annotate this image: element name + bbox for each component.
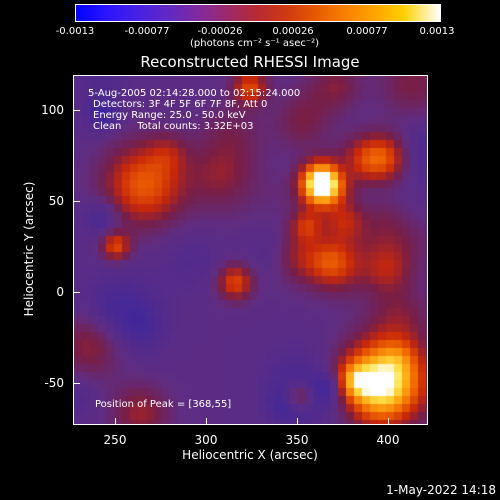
y-tickmark xyxy=(74,292,80,293)
y-tick-label: -50 xyxy=(44,376,64,390)
heatmap-image xyxy=(74,76,427,424)
x-tickmark xyxy=(115,418,116,424)
energy-range-text: Energy Range: 25.0 - 50.0 keV xyxy=(93,110,246,121)
time-range-text: 5-Aug-2005 02:14:28.000 to 02:15:24.000 xyxy=(88,88,301,99)
colorbar-unit: (photons cm⁻² s⁻¹ asec⁻²) xyxy=(190,38,320,49)
clean-counts-text: Clean Total counts: 3.32E+03 xyxy=(93,121,254,132)
footer-timestamp: 1-May-2022 14:18 xyxy=(386,483,496,497)
peak-position-text: Position of Peak = [368,55] xyxy=(95,399,232,410)
colorbar-tick: 0.00026 xyxy=(272,26,314,37)
colorbar-tick: 0.00077 xyxy=(346,26,388,37)
y-tick-label: 0 xyxy=(56,285,64,299)
x-tickmark xyxy=(206,418,207,424)
heatmap-plot: 5-Aug-2005 02:14:28.000 to 02:15:24.000 … xyxy=(73,75,428,425)
y-axis-label: Heliocentric Y (arcsec) xyxy=(22,181,36,317)
x-tickmark xyxy=(297,418,298,424)
x-tick-label: 300 xyxy=(194,433,218,447)
detectors-text: Detectors: 3F 4F 5F 6F 7F 8F, Att 0 xyxy=(93,99,268,110)
y-tick-label: 50 xyxy=(48,194,64,208)
y-tickmark xyxy=(74,383,80,384)
colorbar-tick: -0.0013 xyxy=(55,26,95,37)
colorbar-tick: -0.00077 xyxy=(124,26,170,37)
x-tick-label: 250 xyxy=(103,433,127,447)
colorbar-tick: 0.0013 xyxy=(419,26,455,37)
colorbar xyxy=(75,4,441,22)
x-tick-label: 350 xyxy=(285,433,309,447)
x-tick-label: 400 xyxy=(376,433,400,447)
y-tickmark xyxy=(74,201,80,202)
y-tickmark xyxy=(74,110,80,111)
y-tick-label: 100 xyxy=(41,103,64,117)
x-axis-label: Heliocentric X (arcsec) xyxy=(182,448,318,462)
x-tickmark xyxy=(388,418,389,424)
colorbar-tick: -0.00026 xyxy=(197,26,243,37)
plot-title: Reconstructed RHESSI Image xyxy=(140,53,360,71)
